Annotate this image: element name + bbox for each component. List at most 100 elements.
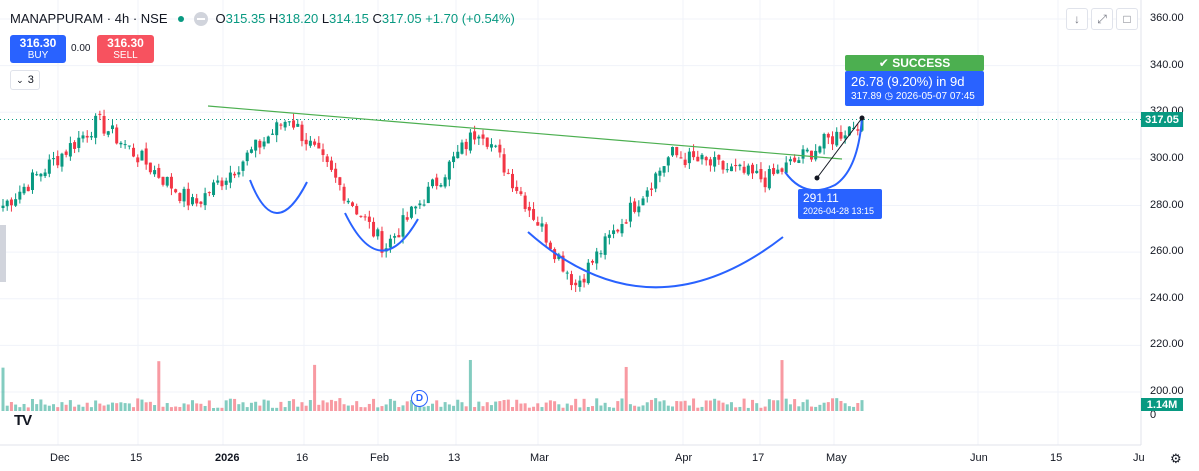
candle-body <box>165 176 169 186</box>
exchange: NSE <box>140 11 168 26</box>
x-tick-label: 2026 <box>215 452 240 464</box>
buy-button[interactable]: 316.30 BUY <box>10 35 66 63</box>
scroll-handle[interactable] <box>0 225 6 282</box>
tradingview-logo[interactable]: TV <box>14 412 32 429</box>
volume-bar <box>39 399 43 411</box>
volume-bar <box>847 406 851 411</box>
spread-value: 0.00 <box>71 43 91 54</box>
candle-body <box>393 236 397 238</box>
volume-bar <box>633 405 637 411</box>
volume-bar <box>569 405 573 411</box>
gear-icon[interactable]: ⚙ <box>1170 451 1182 466</box>
candle-body <box>565 272 569 274</box>
volume-bar <box>110 402 114 411</box>
volume-bar <box>363 407 367 411</box>
volume-bar <box>165 403 169 411</box>
volume-bar <box>300 402 304 411</box>
candle-body <box>502 154 506 173</box>
volume-bar <box>325 402 329 411</box>
candle-body <box>321 149 325 156</box>
volume-bar <box>56 407 60 411</box>
candle-body <box>380 231 384 253</box>
volume-bar <box>245 407 249 411</box>
volume-bar <box>759 407 763 411</box>
volume-bar <box>174 406 178 411</box>
low-label[interactable]: 291.11 2026-04-28 13:15 <box>798 189 882 219</box>
volume-bar <box>9 402 13 411</box>
volume-bar <box>641 405 645 411</box>
candle-body <box>35 174 39 176</box>
candle-body <box>485 137 489 147</box>
volume-bar <box>856 403 860 411</box>
candle-body <box>39 173 43 177</box>
indicators-toggle[interactable]: ⌄ 3 <box>10 70 40 90</box>
volume-bar <box>241 402 245 411</box>
candle-body <box>729 166 733 172</box>
volume-bar <box>852 406 856 411</box>
candle-body <box>279 124 283 126</box>
candle-body <box>148 162 152 173</box>
volume-bar <box>548 400 552 411</box>
volume-bar <box>64 404 68 411</box>
candle-body <box>338 177 342 186</box>
candle-body <box>540 223 544 227</box>
candle-body <box>203 193 207 206</box>
volume-bar <box>422 406 426 411</box>
candle-body <box>140 150 144 161</box>
gain-price: 317.89 <box>851 91 882 102</box>
expand-icon[interactable]: ⤢ <box>1091 8 1113 30</box>
dividend-icon[interactable]: D <box>411 390 428 407</box>
candle-body <box>228 172 232 183</box>
candle-body <box>233 173 237 176</box>
symbol-name[interactable]: MANAPPURAM <box>10 11 104 26</box>
neckline-trendline <box>207 105 843 160</box>
square-icon[interactable]: □ <box>1116 8 1138 30</box>
volume-bar <box>266 400 270 411</box>
pattern-arc-4 <box>784 117 863 192</box>
volume-bar <box>144 402 148 411</box>
candle-body <box>641 198 645 206</box>
candle-body <box>372 221 376 237</box>
volume-bar <box>106 404 110 411</box>
sell-button[interactable]: 316.30 SELL <box>97 35 154 63</box>
candle-body <box>569 274 573 286</box>
volume-bar <box>308 400 312 411</box>
candle-body <box>388 238 392 248</box>
candle-body <box>574 282 578 286</box>
candle-body <box>199 201 203 204</box>
candle-body <box>81 135 85 139</box>
volume-bar <box>334 401 338 411</box>
volume-bar <box>725 404 729 411</box>
volume-bar <box>258 405 262 411</box>
candle-body <box>511 173 515 189</box>
candle-body <box>666 157 670 166</box>
candle-body <box>473 131 477 140</box>
volume-bar <box>275 407 279 411</box>
volume-bar <box>776 400 780 411</box>
volume-bar <box>860 400 864 411</box>
candle-body <box>835 131 839 146</box>
symbol-header[interactable]: MANAPPURAM · 4h · NSE O315.35 H318.20 L3… <box>10 11 515 26</box>
volume-bar <box>843 403 847 411</box>
candle-body <box>207 192 211 194</box>
volume-bar <box>190 400 194 411</box>
candle-body <box>367 216 371 222</box>
gain-label[interactable]: 26.78 (9.20%) in 9d 317.89 ◷ 2026-05-07 … <box>845 71 984 106</box>
candle-body <box>106 131 110 135</box>
candle-body <box>169 176 173 189</box>
candle-body <box>161 176 165 185</box>
volume-bar <box>287 400 291 411</box>
x-tick-label: 15 <box>1050 452 1063 464</box>
candle-body <box>216 180 220 183</box>
volume-bar <box>132 407 136 411</box>
hide-icon[interactable] <box>193 11 208 26</box>
arrow-down-icon[interactable]: ↓ <box>1066 8 1088 30</box>
interval[interactable]: 4h <box>114 11 130 26</box>
candle-body <box>73 142 77 149</box>
volume-bar <box>717 400 721 411</box>
volume-bar <box>628 404 632 411</box>
y-tick-label: 240.00 <box>1150 291 1184 304</box>
volume-bar <box>346 405 350 411</box>
chevron-down-icon: ⌄ <box>16 74 24 85</box>
